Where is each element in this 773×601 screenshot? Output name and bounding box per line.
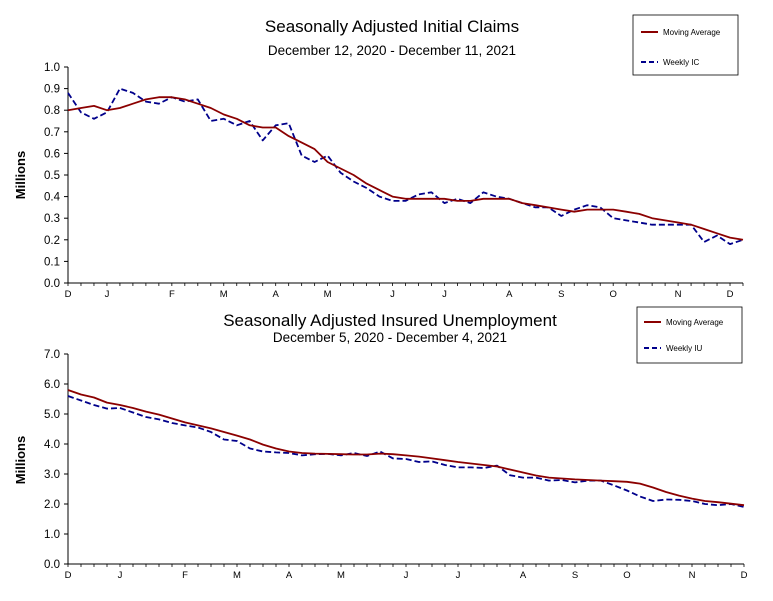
- x-tick-label: M: [220, 289, 228, 300]
- legend: Moving Average Weekly IU: [636, 306, 743, 364]
- chart-title: Seasonally Adjusted Initial Claims: [265, 17, 519, 36]
- x-tick-label: D: [65, 570, 72, 581]
- x-tick-label: M: [324, 289, 332, 300]
- y-tick-label: 0.3: [44, 213, 60, 225]
- y-tick-label: 7.0: [44, 349, 60, 361]
- y-axis-label: Millions: [13, 151, 28, 199]
- legend-box: [632, 14, 739, 76]
- y-tick-label: 0.4: [44, 192, 61, 204]
- y-tick-label: 0.5: [44, 170, 60, 182]
- x-tick-label: M: [337, 570, 345, 581]
- y-tick-label: 1.0: [44, 529, 60, 541]
- y-tick-label: 0.2: [44, 235, 60, 247]
- legend-label-weekly-iu: Weekly IU: [666, 344, 703, 353]
- x-tick-label: S: [558, 289, 564, 300]
- series-line-moving-average: [67, 389, 745, 507]
- series-line-weekly-iu: [67, 395, 745, 508]
- chart-subtitle: December 5, 2020 - December 4, 2021: [273, 330, 507, 345]
- y-tick-label: 0.8: [44, 105, 60, 117]
- series-line-weekly-ic: [67, 87, 744, 246]
- y-tick-label: 4.0: [44, 439, 60, 451]
- x-tick-label: A: [520, 570, 527, 581]
- chart-insured-unemployment: Seasonally Adjusted Insured Unemployment…: [13, 306, 748, 581]
- x-tick-label: J: [456, 570, 461, 581]
- x-tick-label: F: [169, 289, 175, 300]
- x-tick-label: D: [741, 570, 748, 581]
- legend-label-moving-average: Moving Average: [666, 318, 724, 327]
- x-tick-label: J: [390, 289, 395, 300]
- y-tick-label: 0.9: [44, 84, 60, 96]
- x-tick-label: D: [727, 289, 734, 300]
- y-tick-label: 2.0: [44, 499, 60, 511]
- y-tick-label: 5.0: [44, 409, 60, 421]
- chart-title: Seasonally Adjusted Insured Unemployment: [223, 311, 557, 330]
- legend-box: [636, 306, 743, 364]
- plot-area: 0.0 0.1 0.2 0.3 0.4 0.5 0.6 0.7 0.8 0.9 1.0 D J F M A M J…: [44, 62, 744, 300]
- series-line-moving-average: [67, 96, 744, 241]
- legend-label-weekly-ic: Weekly IC: [663, 58, 700, 67]
- y-tick-label: 6.0: [44, 379, 60, 391]
- x-tick-label: A: [273, 289, 280, 300]
- chart-initial-claims: Seasonally Adjusted Initial Claims Decem…: [13, 14, 744, 300]
- x-tick-label: J: [105, 289, 110, 300]
- x-tick-label: F: [182, 570, 188, 581]
- x-tick-label: J: [404, 570, 409, 581]
- x-tick-label: O: [623, 570, 630, 581]
- x-tick-label: J: [442, 289, 447, 300]
- x-tick-label: N: [689, 570, 696, 581]
- y-tick-label: 0.0: [44, 559, 60, 571]
- legend: Moving Average Weekly IC: [632, 14, 739, 76]
- y-tick-label: 0.7: [44, 127, 60, 139]
- x-tick-label: O: [609, 289, 616, 300]
- x-tick-label: D: [65, 289, 72, 300]
- x-tick-label: A: [286, 570, 293, 581]
- x-tick-label: A: [506, 289, 513, 300]
- y-tick-label: 0.6: [44, 148, 60, 160]
- x-tick-label: J: [118, 570, 123, 581]
- chart-subtitle: December 12, 2020 - December 11, 2021: [268, 43, 516, 58]
- y-axis-label: Millions: [13, 436, 28, 484]
- x-tick-label: N: [675, 289, 682, 300]
- x-tick-label: M: [233, 570, 241, 581]
- x-tick-label: S: [572, 570, 578, 581]
- y-tick-label: 1.0: [44, 62, 60, 74]
- legend-label-moving-average: Moving Average: [663, 28, 721, 37]
- y-tick-label: 3.0: [44, 469, 60, 481]
- y-tick-label: 0.1: [44, 256, 60, 268]
- y-tick-label: 0.0: [44, 278, 60, 290]
- plot-area: 0.0 1.0 2.0 3.0 4.0 5.0 6.0 7.0 D J F M A M J J A S O N D: [44, 349, 748, 581]
